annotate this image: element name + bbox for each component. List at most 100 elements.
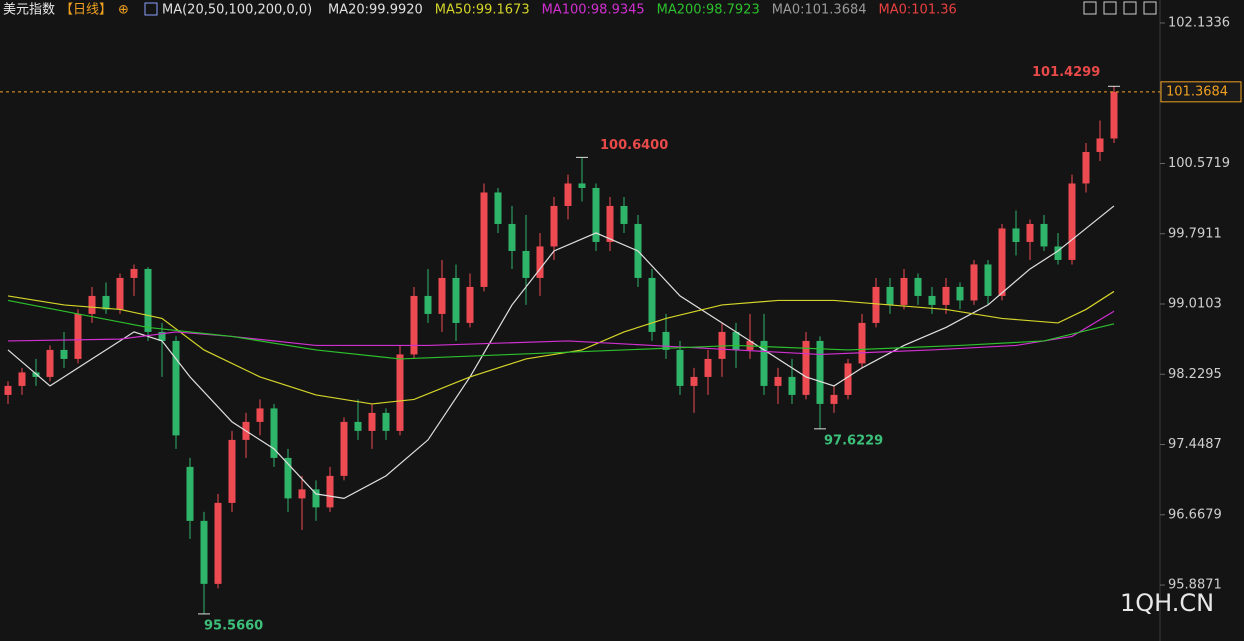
annotation: 97.6229 — [824, 433, 883, 448]
candle-body — [368, 412, 376, 431]
legend-entry: MA20:99.9920 — [328, 3, 423, 18]
candle-body — [298, 489, 306, 499]
candle-body — [382, 412, 390, 431]
candle-body — [970, 264, 978, 301]
legend-entry: MA0:101.36 — [879, 3, 957, 18]
tool-icon[interactable] — [1143, 1, 1157, 15]
ma-params: MA(20,50,100,200,0,0) — [162, 3, 312, 18]
tool-icon[interactable] — [1083, 1, 1097, 15]
candle-body — [200, 520, 208, 584]
candle-body — [270, 408, 278, 458]
watermark: 1QH.CN — [1120, 589, 1214, 617]
y-tick-label: 95.8871 — [1168, 578, 1222, 593]
annotation: 95.5660 — [204, 618, 263, 633]
last-price-box — [1160, 81, 1242, 103]
y-tick-label: 102.1336 — [1168, 15, 1230, 30]
candle-body — [186, 466, 194, 521]
period[interactable]: 【日线】 — [60, 3, 112, 18]
candle-body — [522, 250, 530, 278]
candle-body — [256, 408, 264, 422]
candle-body — [18, 372, 26, 386]
ma-line — [7, 299, 1115, 360]
candle-body — [872, 286, 880, 323]
candle-body — [816, 340, 824, 404]
tool-icon[interactable] — [1123, 1, 1137, 15]
y-tick-label: 98.2295 — [1168, 367, 1222, 382]
candle-body — [1082, 151, 1090, 184]
candle-body — [984, 264, 992, 296]
candle-body — [424, 295, 432, 314]
candle-body — [550, 205, 558, 247]
legend-entry: MA100:98.9345 — [542, 3, 645, 18]
candle-body — [1110, 91, 1118, 139]
candle-body — [830, 394, 838, 404]
ma-line — [7, 290, 1115, 405]
candle-body — [1096, 138, 1104, 152]
candle-body — [340, 421, 348, 476]
candle-body — [564, 183, 572, 206]
candle-body — [326, 475, 334, 508]
candle-body — [536, 246, 544, 278]
candle-body — [4, 385, 12, 395]
candle-body — [690, 376, 698, 386]
candle-body — [410, 295, 418, 355]
candle-body — [606, 205, 614, 242]
candle-body — [144, 268, 152, 332]
y-tick-label: 97.4487 — [1168, 437, 1222, 452]
candle-body — [900, 277, 908, 305]
candle-body — [1068, 183, 1076, 260]
y-tick-label: 96.6679 — [1168, 507, 1222, 522]
candle-body — [732, 331, 740, 350]
tool-icon[interactable] — [1103, 1, 1117, 15]
candle-body — [578, 183, 586, 188]
candle-body — [676, 349, 684, 386]
candle-body — [802, 340, 810, 395]
candle-body — [214, 502, 222, 584]
candle-body — [1012, 228, 1020, 242]
candle-body — [88, 295, 96, 314]
candle-body — [774, 376, 782, 386]
candle-body — [1026, 223, 1034, 242]
candle-body — [998, 228, 1006, 296]
candle-body — [228, 439, 236, 503]
ma-line — [7, 310, 1115, 356]
candle-body — [592, 187, 600, 242]
last-price-label: 101.3684 — [1166, 84, 1228, 99]
candle-body — [438, 277, 446, 314]
ma-line — [7, 205, 1115, 500]
legend-entry: MA200:98.7923 — [657, 3, 760, 18]
candle-body — [452, 277, 460, 323]
candle-body — [494, 192, 502, 224]
candle-body — [172, 340, 180, 436]
candle-body — [844, 363, 852, 395]
candle-body — [396, 354, 404, 431]
candle-body — [284, 457, 292, 499]
candle-body — [662, 331, 670, 350]
candle-body — [46, 349, 54, 377]
candle-body — [60, 349, 68, 359]
candle-body — [354, 421, 362, 431]
candle-body — [102, 295, 110, 310]
annotation: 100.6400 — [600, 138, 668, 153]
indicator-icon[interactable] — [144, 2, 158, 16]
candle-body — [648, 277, 656, 332]
candle-body — [158, 331, 166, 341]
candle-body — [130, 268, 138, 278]
candle-body — [956, 286, 964, 301]
candle-body — [508, 223, 516, 251]
y-tick-label: 99.7911 — [1168, 226, 1222, 241]
candle-body — [928, 295, 936, 305]
candle-body — [704, 358, 712, 377]
candle-body — [466, 286, 474, 323]
candle-body — [312, 489, 320, 508]
legend-entry: MA0:101.3684 — [772, 3, 867, 18]
candle-body — [914, 277, 922, 296]
candle-body — [116, 277, 124, 310]
candle-body — [480, 192, 488, 287]
annotation: 101.4299 — [1032, 65, 1100, 80]
toolbar[interactable] — [1083, 1, 1157, 15]
settings-icon[interactable]: ⊕ — [118, 3, 129, 18]
y-tick-label: 99.0103 — [1168, 297, 1222, 312]
